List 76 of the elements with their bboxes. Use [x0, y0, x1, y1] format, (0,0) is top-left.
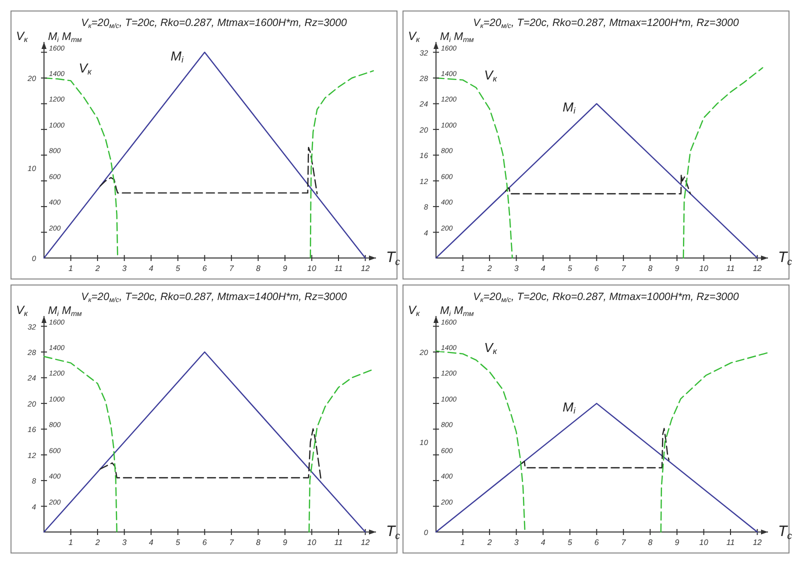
- x-tick-label: 1: [460, 538, 465, 547]
- x-tick-label: 12: [752, 264, 762, 273]
- y2-axis-title: V$_{к}$: [16, 29, 28, 44]
- x-tick-label: 6: [594, 538, 600, 547]
- x-tick-label: 7: [229, 264, 234, 273]
- x-tick-label: 3: [122, 264, 128, 273]
- x-tick-label: 3: [122, 538, 128, 547]
- series-label: V$_{к}$: [484, 68, 498, 84]
- x-tick-label: 8: [648, 538, 653, 547]
- x-tick-label: 3: [514, 538, 520, 547]
- x-tick-label: 8: [256, 264, 261, 273]
- y-axis-title: M$_{i}$ M$_{тм}$: [440, 305, 474, 318]
- chart-title: V$_{к}$=20$_{м/с}$, T=20с, Rko=0.287, Mtmax=1400Н*m, Rz=3000: [81, 291, 347, 304]
- x-axis-title: T$_{с}$: [778, 249, 792, 268]
- x-tick-label: 9: [674, 264, 680, 273]
- x-tick-label: 1: [68, 538, 73, 547]
- x-axis-title: T$_{с}$: [386, 249, 400, 268]
- x-tick-label: 4: [540, 264, 546, 273]
- x-tick-label: 12: [360, 538, 370, 547]
- x-tick-label: 4: [540, 538, 546, 547]
- y2-axis-title: V$_{к}$: [408, 29, 420, 44]
- x-tick-label: 5: [176, 538, 181, 547]
- y-axis-title: M$_{i}$ M$_{тм}$: [440, 31, 474, 44]
- x-tick-label: 11: [334, 538, 343, 547]
- x-tick-label: 6: [594, 264, 600, 273]
- x-tick-label: 5: [176, 264, 181, 273]
- x-tick-label: 10: [699, 264, 709, 273]
- x-tick-label: 7: [229, 538, 234, 547]
- x-tick-label: 11: [726, 264, 735, 273]
- x-tick-label: 5: [568, 538, 573, 547]
- line-series: [660, 352, 768, 533]
- x-tick-label: 5: [568, 264, 573, 273]
- x-tick-label: 2: [486, 538, 492, 547]
- x-tick-label: 9: [282, 264, 288, 273]
- x-tick-label: 4: [148, 538, 154, 547]
- line-series: [682, 67, 764, 259]
- line-series: [43, 356, 118, 533]
- x-tick-label: 11: [334, 264, 343, 273]
- x-tick-label: 3: [514, 264, 520, 273]
- x-tick-label: 11: [726, 538, 735, 547]
- x-tick-label: 2: [94, 538, 100, 547]
- x-tick-label: 9: [674, 538, 680, 547]
- series-label: M$_{i}$: [170, 48, 184, 64]
- x-tick-label: 12: [752, 538, 762, 547]
- x-tick-label: 6: [202, 538, 208, 547]
- chart-title: V$_{к}$=20$_{м/с}$, T=20с, Rko=0.287, Mtmax=1000Н*m, Rz=3000: [473, 291, 739, 304]
- series-label: M$_{i}$: [562, 399, 576, 416]
- series-label: V$_{к}$: [484, 340, 498, 356]
- y2-axis-title: V$_{к}$: [408, 303, 420, 318]
- x-tick-label: 12: [360, 264, 370, 273]
- line-series: [310, 70, 374, 259]
- series-label: M$_{i}$: [562, 100, 576, 116]
- x-tick-label: 2: [94, 264, 100, 273]
- y-axis-title: M$_{i}$ M$_{тм}$: [48, 31, 82, 44]
- y2-axis-title: V$_{к}$: [16, 303, 28, 318]
- x-tick-label: 9: [282, 538, 288, 547]
- x-tick-label: 7: [621, 538, 626, 547]
- x-tick-label: 8: [256, 538, 261, 547]
- x-tick-label: 4: [148, 264, 154, 273]
- y-axis-title: M$_{i}$ M$_{тм}$: [48, 305, 82, 318]
- x-tick-label: 2: [486, 264, 492, 273]
- x-axis-title: T$_{с}$: [778, 523, 792, 542]
- x-tick-label: 10: [699, 538, 709, 547]
- line-series: [308, 368, 374, 533]
- series-label: V$_{к}$: [78, 60, 92, 77]
- chart-title: V$_{к}$=20$_{м/с}$, T=20с, Rko=0.287, Mtmax=1600Н*m, Rz=3000: [81, 17, 347, 30]
- chart-title: V$_{к}$=20$_{м/с}$, T=20с, Rko=0.287, Mtmax=1200Н*m, Rz=3000: [473, 17, 739, 30]
- x-tick-label: 1: [68, 264, 73, 273]
- x-tick-label: 8: [648, 264, 653, 273]
- x-tick-label: 7: [621, 264, 626, 273]
- x-tick-label: 6: [202, 264, 208, 273]
- x-tick-label: 10: [307, 264, 317, 273]
- x-tick-label: 1: [460, 264, 465, 273]
- line-series: [435, 350, 526, 533]
- x-axis-title: T$_{с}$: [386, 523, 400, 542]
- x-tick-label: 10: [307, 538, 317, 547]
